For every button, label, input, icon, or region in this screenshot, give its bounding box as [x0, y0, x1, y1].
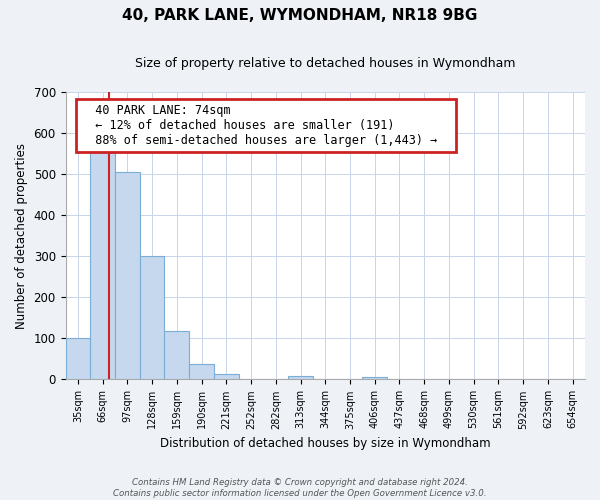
Bar [189, 364, 214, 380]
Bar [288, 376, 313, 380]
Text: Contains HM Land Registry data © Crown copyright and database right 2024.
Contai: Contains HM Land Registry data © Crown c… [113, 478, 487, 498]
Bar [164, 331, 189, 380]
Bar [362, 378, 387, 380]
X-axis label: Distribution of detached houses by size in Wymondham: Distribution of detached houses by size … [160, 437, 491, 450]
Text: 40 PARK LANE: 74sqm
  ← 12% of detached houses are smaller (191)
  88% of semi-d: 40 PARK LANE: 74sqm ← 12% of detached ho… [81, 104, 452, 147]
Y-axis label: Number of detached properties: Number of detached properties [15, 143, 28, 329]
Text: 40, PARK LANE, WYMONDHAM, NR18 9BG: 40, PARK LANE, WYMONDHAM, NR18 9BG [122, 8, 478, 22]
Bar [65, 338, 90, 380]
Bar [140, 256, 164, 380]
Bar [115, 172, 140, 380]
Bar [90, 144, 115, 380]
Title: Size of property relative to detached houses in Wymondham: Size of property relative to detached ho… [135, 58, 515, 70]
Bar [214, 374, 239, 380]
